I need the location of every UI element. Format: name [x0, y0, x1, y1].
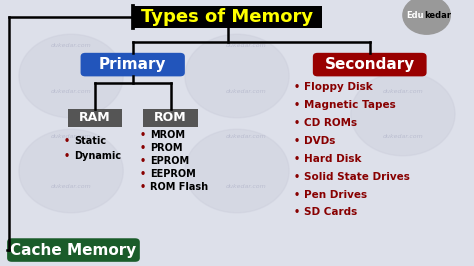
- Text: •: •: [140, 182, 146, 192]
- Text: EEPROM: EEPROM: [150, 169, 196, 179]
- Text: CD ROMs: CD ROMs: [304, 118, 357, 128]
- Text: dukedar.com: dukedar.com: [383, 89, 423, 94]
- Circle shape: [19, 34, 123, 118]
- Text: EPROM: EPROM: [150, 156, 190, 166]
- Text: dukedar.com: dukedar.com: [226, 43, 267, 48]
- Text: •: •: [140, 130, 146, 140]
- Text: •: •: [294, 82, 300, 92]
- Text: Types of Memory: Types of Memory: [141, 8, 314, 26]
- Text: •: •: [294, 172, 300, 182]
- Text: Magnetic Tapes: Magnetic Tapes: [304, 100, 396, 110]
- Text: dukedar.com: dukedar.com: [51, 89, 91, 94]
- Text: Static: Static: [74, 136, 107, 146]
- Text: •: •: [294, 100, 300, 110]
- Text: •: •: [294, 190, 300, 200]
- Circle shape: [403, 0, 450, 34]
- Text: •: •: [64, 136, 70, 146]
- Circle shape: [185, 34, 289, 118]
- Text: dukedar.com: dukedar.com: [226, 89, 267, 94]
- FancyBboxPatch shape: [313, 53, 427, 76]
- Text: Pen Drives: Pen Drives: [304, 190, 367, 200]
- Text: •: •: [140, 169, 146, 179]
- FancyBboxPatch shape: [81, 53, 185, 76]
- Text: •: •: [140, 143, 146, 153]
- FancyBboxPatch shape: [144, 109, 198, 127]
- Text: SD Cards: SD Cards: [304, 207, 357, 217]
- Circle shape: [185, 129, 289, 213]
- Text: MROM: MROM: [150, 130, 185, 140]
- FancyBboxPatch shape: [133, 6, 322, 28]
- Text: PROM: PROM: [150, 143, 183, 153]
- Circle shape: [351, 72, 455, 156]
- Text: dukedar.com: dukedar.com: [226, 184, 267, 189]
- Text: Edu: Edu: [407, 11, 424, 20]
- Text: Dynamic: Dynamic: [74, 151, 121, 161]
- Text: ROM: ROM: [155, 111, 187, 124]
- Text: •: •: [294, 207, 300, 217]
- Circle shape: [19, 129, 123, 213]
- Text: dukedar.com: dukedar.com: [51, 43, 91, 48]
- Text: dukedar.com: dukedar.com: [51, 134, 91, 139]
- Text: Floppy Disk: Floppy Disk: [304, 82, 373, 92]
- Text: RAM: RAM: [79, 111, 110, 124]
- Text: kedar: kedar: [424, 11, 451, 20]
- Text: DVDs: DVDs: [304, 136, 336, 146]
- Text: Secondary: Secondary: [325, 57, 415, 72]
- Text: •: •: [140, 156, 146, 166]
- Text: dukedar.com: dukedar.com: [51, 184, 91, 189]
- FancyBboxPatch shape: [7, 238, 140, 262]
- Text: Solid State Drives: Solid State Drives: [304, 172, 410, 182]
- Text: Cache Memory: Cache Memory: [10, 243, 137, 257]
- Text: •: •: [294, 154, 300, 164]
- Text: •: •: [294, 136, 300, 146]
- Text: •: •: [64, 151, 70, 161]
- Text: Primary: Primary: [99, 57, 166, 72]
- Text: Hard Disk: Hard Disk: [304, 154, 362, 164]
- Text: dukedar.com: dukedar.com: [383, 134, 423, 139]
- Text: •: •: [294, 118, 300, 128]
- Text: dukedar.com: dukedar.com: [226, 134, 267, 139]
- FancyBboxPatch shape: [68, 109, 122, 127]
- Text: ROM Flash: ROM Flash: [150, 182, 209, 192]
